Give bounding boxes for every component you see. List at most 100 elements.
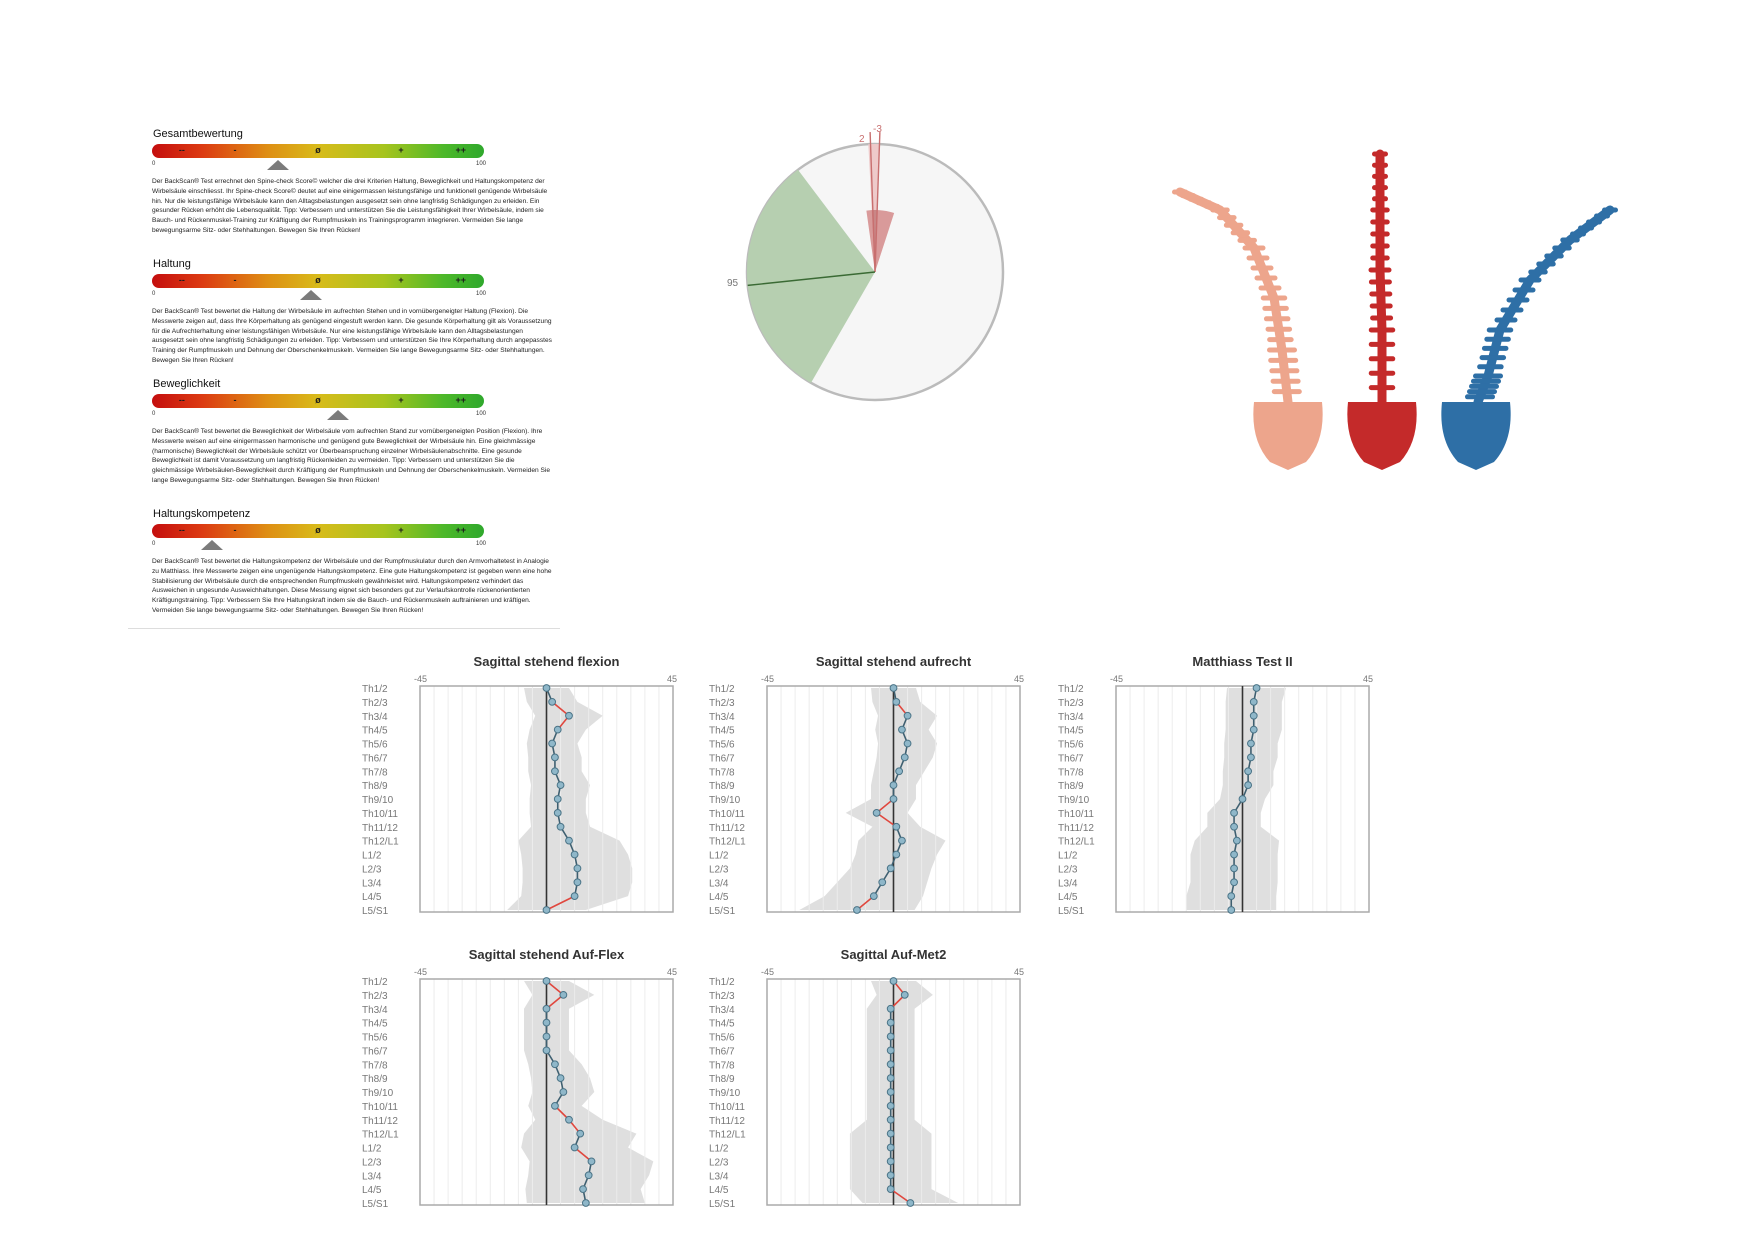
vertebra — [1372, 173, 1388, 179]
pie-label: 2 — [859, 134, 865, 145]
scale-min: 0 — [152, 411, 156, 417]
score-bar-label: -- — [178, 525, 185, 535]
vertebra-label: Th2/3 — [362, 698, 388, 709]
sacrum — [1253, 402, 1323, 470]
score-bar-label: -- — [178, 395, 185, 405]
data-point — [1249, 711, 1258, 720]
vertebra — [1230, 230, 1251, 236]
vertebra — [1467, 389, 1497, 395]
data-point — [559, 1088, 568, 1096]
data-point — [579, 1185, 587, 1194]
line-chart: -45 45 Th1/2 Th2/3 Th3/4 Th4/5 Th5/6 Th6/7 Th7/8… — [362, 967, 677, 1210]
score-bar-label: ø — [315, 395, 321, 405]
vertebra — [1506, 297, 1530, 303]
data-point — [542, 684, 551, 692]
vertebra — [1368, 385, 1396, 391]
data-point — [542, 1046, 551, 1055]
vertebra — [1473, 373, 1503, 379]
vertebra-label: L5/S1 — [709, 1199, 736, 1210]
vertebra-label: Th2/3 — [362, 991, 388, 1002]
confidence-band — [1186, 688, 1287, 910]
data-point — [906, 1199, 915, 1207]
scale-min: 0 — [152, 291, 156, 297]
data-point — [1232, 836, 1241, 845]
data-point — [886, 1032, 895, 1041]
vertebra-label: Th12/L1 — [709, 1130, 746, 1141]
vertebra-label: L5/S1 — [362, 906, 389, 917]
confidence-band — [507, 688, 633, 910]
vertebra-label: Th12/L1 — [709, 837, 746, 848]
chart-title: Sagittal stehend aufrecht — [815, 654, 972, 669]
vertebra-label: Th6/7 — [1058, 753, 1084, 764]
vertebra-label: Th3/4 — [362, 1005, 388, 1016]
data-point — [886, 864, 895, 873]
data-point — [872, 808, 881, 817]
line-chart: -45 45 Th1/2 Th2/3 Th3/4 Th4/5 Th5/6 Th6/7 Th7/8… — [1058, 674, 1373, 917]
vertebra — [1469, 383, 1499, 389]
vertebra-label: L3/4 — [709, 878, 729, 889]
vertebra-label: Th4/5 — [1058, 726, 1084, 737]
vertebra-label: L3/4 — [362, 1171, 382, 1182]
data-point — [556, 781, 565, 790]
chart-title: Sagittal stehend flexion — [473, 654, 620, 669]
vertebra-label: Th5/6 — [362, 740, 388, 751]
data-point — [886, 1115, 895, 1124]
sacrum — [1347, 402, 1417, 470]
vertebra-label: Th2/3 — [709, 991, 735, 1002]
vertebra-label: Th2/3 — [709, 698, 735, 709]
vertebra — [1512, 287, 1536, 293]
vertebra-label: L3/4 — [362, 878, 382, 889]
data-point — [886, 1004, 895, 1013]
vertebra — [1477, 364, 1504, 370]
x-tick-label: -45 — [761, 967, 774, 977]
pie-label: 95 — [727, 278, 739, 289]
vertebra-label: Th10/11 — [709, 1102, 745, 1113]
vertebra — [1217, 215, 1237, 221]
vertebra-label: Th10/11 — [709, 809, 745, 820]
vertebra — [1223, 222, 1244, 228]
data-point — [900, 753, 909, 762]
vertebra — [1368, 356, 1396, 362]
vertebra — [1570, 231, 1586, 237]
pie-pointer — [869, 132, 876, 273]
data-point — [853, 906, 861, 914]
vertebra — [1237, 237, 1257, 243]
data-point — [1227, 906, 1236, 914]
data-point — [886, 1171, 895, 1180]
vertebra-label: Th6/7 — [362, 753, 388, 764]
data-point — [886, 1129, 895, 1138]
vertebra-label: Th1/2 — [709, 977, 735, 988]
vertebra-label: Th1/2 — [362, 684, 388, 695]
data-point — [576, 1129, 585, 1138]
vertebra-label: L3/4 — [709, 1171, 729, 1182]
score-bar-label: ++ — [455, 275, 467, 285]
data-point — [565, 711, 573, 720]
vertebra-label: L2/3 — [709, 1157, 729, 1168]
data-point — [1230, 822, 1238, 831]
data-point — [542, 1018, 551, 1027]
vertebra-label: Th9/10 — [362, 1088, 394, 1099]
chart-title: Matthiass Test II — [1192, 654, 1293, 669]
score-bar-label: ø — [315, 275, 321, 285]
section-description: Der BackScan® Test bewertet die Haltung … — [152, 308, 552, 364]
score-marker — [300, 290, 323, 300]
vertebra — [1267, 337, 1294, 343]
data-point — [886, 1018, 895, 1027]
data-point — [889, 781, 898, 790]
data-point — [878, 878, 887, 887]
data-point — [898, 725, 906, 734]
vertebra — [1263, 316, 1291, 322]
section-description: Der BackScan® Test bewertet die Haltungs… — [152, 558, 552, 614]
vertebra — [1368, 370, 1396, 376]
sacrum — [1441, 402, 1511, 470]
data-point — [889, 684, 898, 692]
vertebra — [1372, 185, 1388, 191]
section-title: Haltung — [153, 258, 191, 270]
data-point — [886, 1143, 895, 1152]
score-marker — [267, 160, 290, 170]
vertebra — [1479, 355, 1507, 361]
data-point — [886, 1046, 895, 1055]
vertebra-label: L4/5 — [362, 1185, 382, 1196]
vertebra-label: Th9/10 — [362, 795, 394, 806]
data-point — [542, 1004, 551, 1013]
